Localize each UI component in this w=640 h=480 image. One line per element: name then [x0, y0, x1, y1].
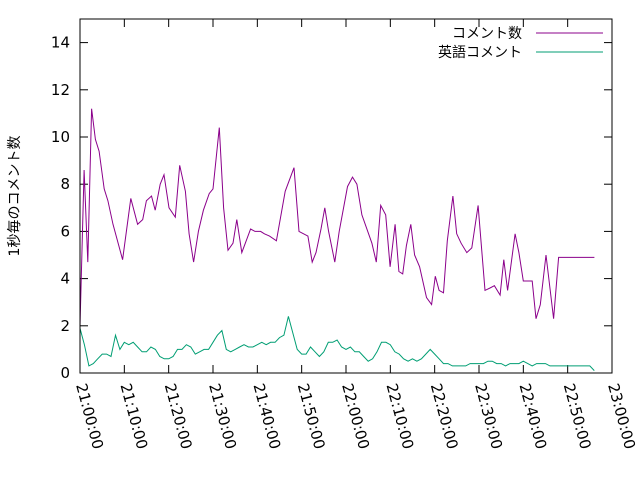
y-tick-label: 6	[60, 222, 70, 240]
series-line-2	[79, 316, 595, 371]
y-axis-label: 1秒毎のコメント数	[7, 136, 23, 257]
x-tick-label: 21:50:00	[294, 381, 329, 451]
x-tick-label: 21:20:00	[161, 381, 196, 451]
x-tick-label: 22:10:00	[382, 381, 417, 451]
x-tick-label: 22:50:00	[560, 381, 595, 451]
x-tick-label: 22:00:00	[338, 381, 373, 451]
y-tick-label: 10	[51, 128, 70, 146]
x-tick-label: 23:00:00	[604, 381, 639, 451]
x-tick-label: 21:00:00	[72, 381, 107, 451]
y-tick-label: 2	[60, 317, 70, 335]
legend-label: コメント数	[452, 26, 522, 42]
y-tick-label: 12	[51, 81, 70, 99]
x-ticks: 21:00:00 21:10:00 21:20:00 21:30:00 21:40:00…	[72, 19, 639, 451]
x-tick-label: 21:10:00	[116, 381, 151, 451]
y-ticks: 0 2 4 6 8 10 12 14	[51, 34, 612, 382]
x-tick-label: 21:40:00	[249, 381, 284, 451]
x-tick-label: 22:40:00	[515, 381, 550, 451]
series-line-1	[79, 108, 595, 326]
series-lines	[79, 108, 595, 371]
x-tick-label: 22:20:00	[427, 381, 462, 451]
y-tick-label: 0	[60, 364, 70, 382]
y-tick-label: 4	[60, 270, 70, 288]
y-tick-label: 14	[51, 34, 70, 52]
plot-frame	[79, 18, 613, 374]
y-tick-label: 8	[60, 175, 70, 193]
x-tick-label: 21:30:00	[205, 381, 240, 451]
x-tick-label: 22:30:00	[471, 381, 506, 451]
legend-label: 英語コメント	[438, 44, 522, 61]
